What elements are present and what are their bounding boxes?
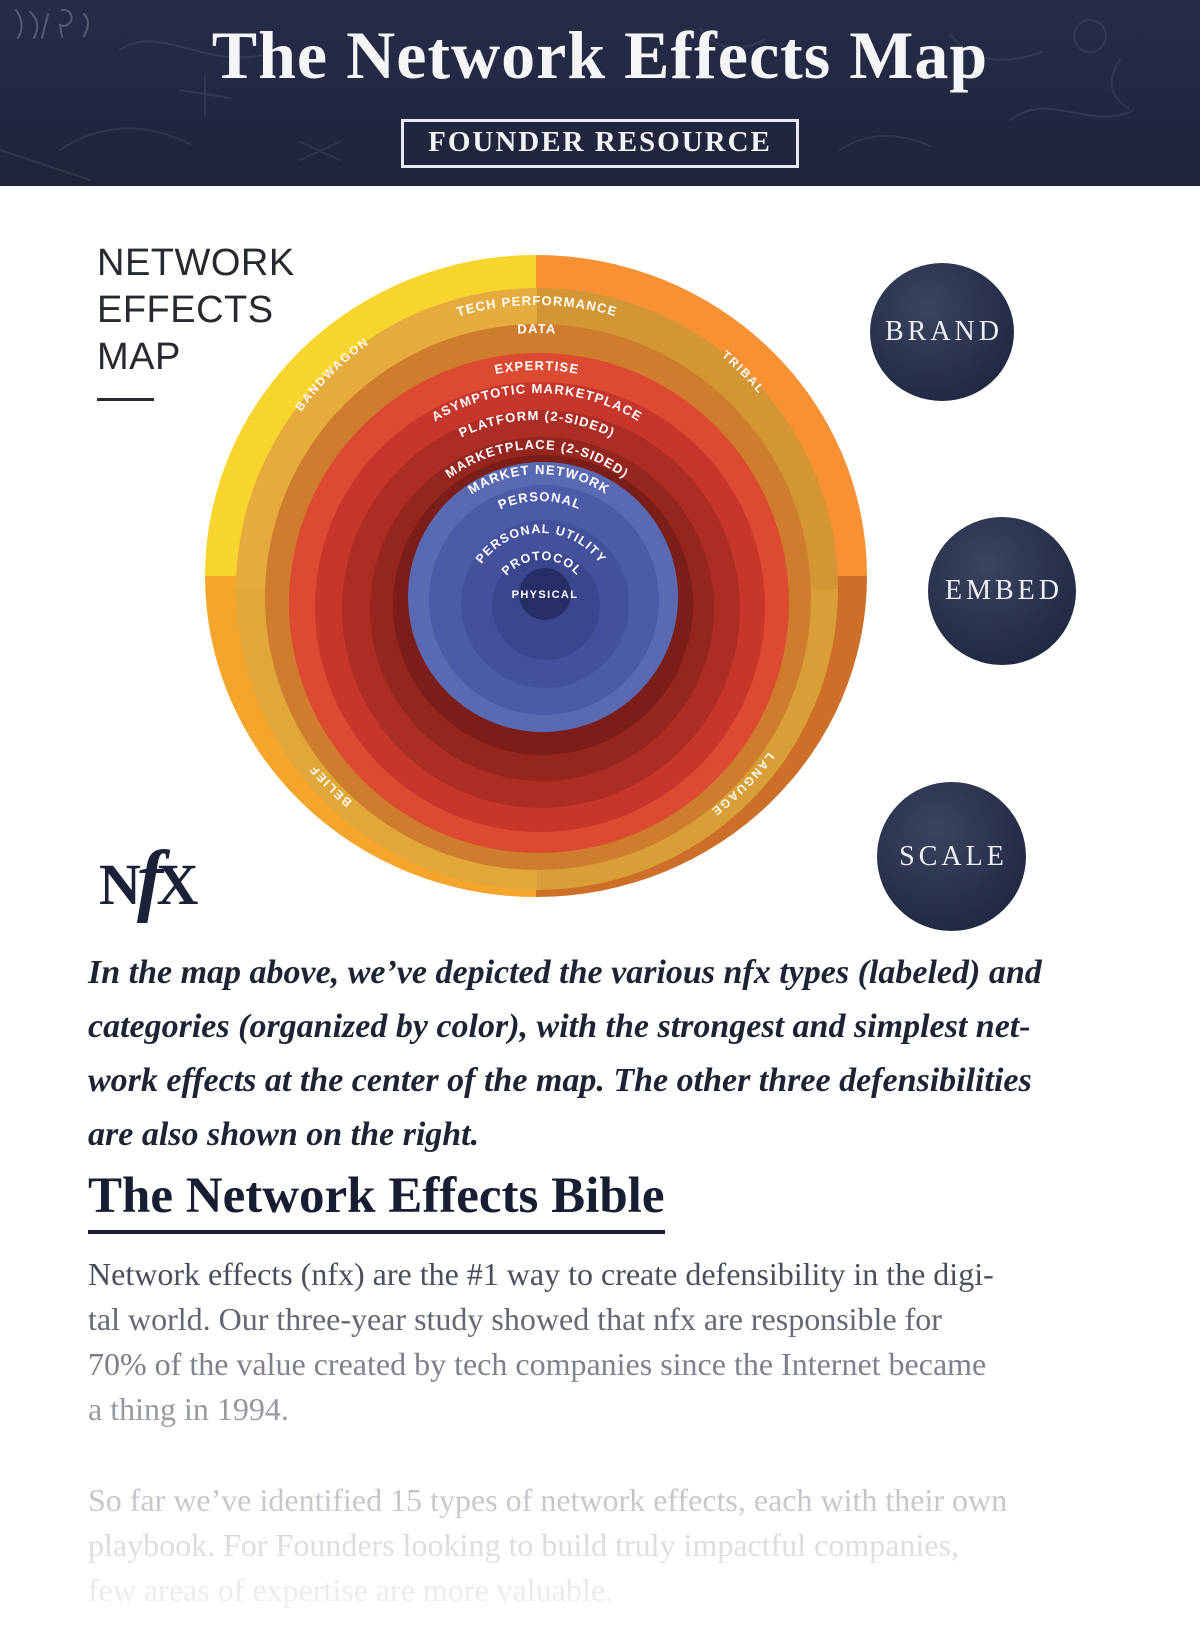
ring-label-expertise: EXPERTISE (493, 358, 580, 377)
ring-physical (519, 568, 571, 620)
heading-dash (97, 398, 154, 401)
logo-letter-n: N (99, 852, 141, 917)
map-heading-line: MAP (97, 336, 181, 378)
ball-label: BRAND (884, 316, 1003, 347)
defensibility-ball-brand: BRAND (870, 263, 1014, 401)
logo-letter-x: X (156, 852, 199, 917)
defensibility-ball-embed: EMBED (928, 517, 1076, 665)
section-paragraph-1: Network effects (nfx) are the #1 way to … (88, 1256, 994, 1427)
defensibility-ball-scale: SCALE (877, 782, 1026, 931)
founder-resource-badge: FOUNDER RESOURCE (401, 119, 799, 169)
map-heading: NETWORK EFFECTS MAP (97, 240, 295, 401)
header-banner: The Network Effects Map FOUNDER RESOURCE (0, 0, 1200, 186)
nfx-logo: N f X (99, 833, 198, 924)
ring-label-physical: PHYSICAL (512, 589, 579, 601)
map-caption: In the map above, we’ve depicted the var… (88, 954, 1042, 1153)
section-paragraph-2: So far we’ve identified 15 types of netw… (88, 1482, 1008, 1608)
network-effects-map-diagram: BANDWAGON TRIBAL LANGUAGE BELIEF TECH PE… (205, 255, 867, 897)
logo-letter-f: f (136, 836, 164, 924)
ball-label: SCALE (899, 840, 1008, 872)
map-heading-line: NETWORK (97, 242, 295, 284)
ring-label-data: DATA (517, 321, 557, 337)
ball-label: EMBED (945, 575, 1063, 606)
page-title: The Network Effects Map (211, 17, 989, 93)
section-heading: The Network Effects Bible (88, 1168, 665, 1235)
section-heading-text: The Network Effects Bible (88, 1168, 665, 1235)
map-heading-line: EFFECTS (97, 289, 274, 331)
chalkboard-texture (0, 8, 1135, 181)
